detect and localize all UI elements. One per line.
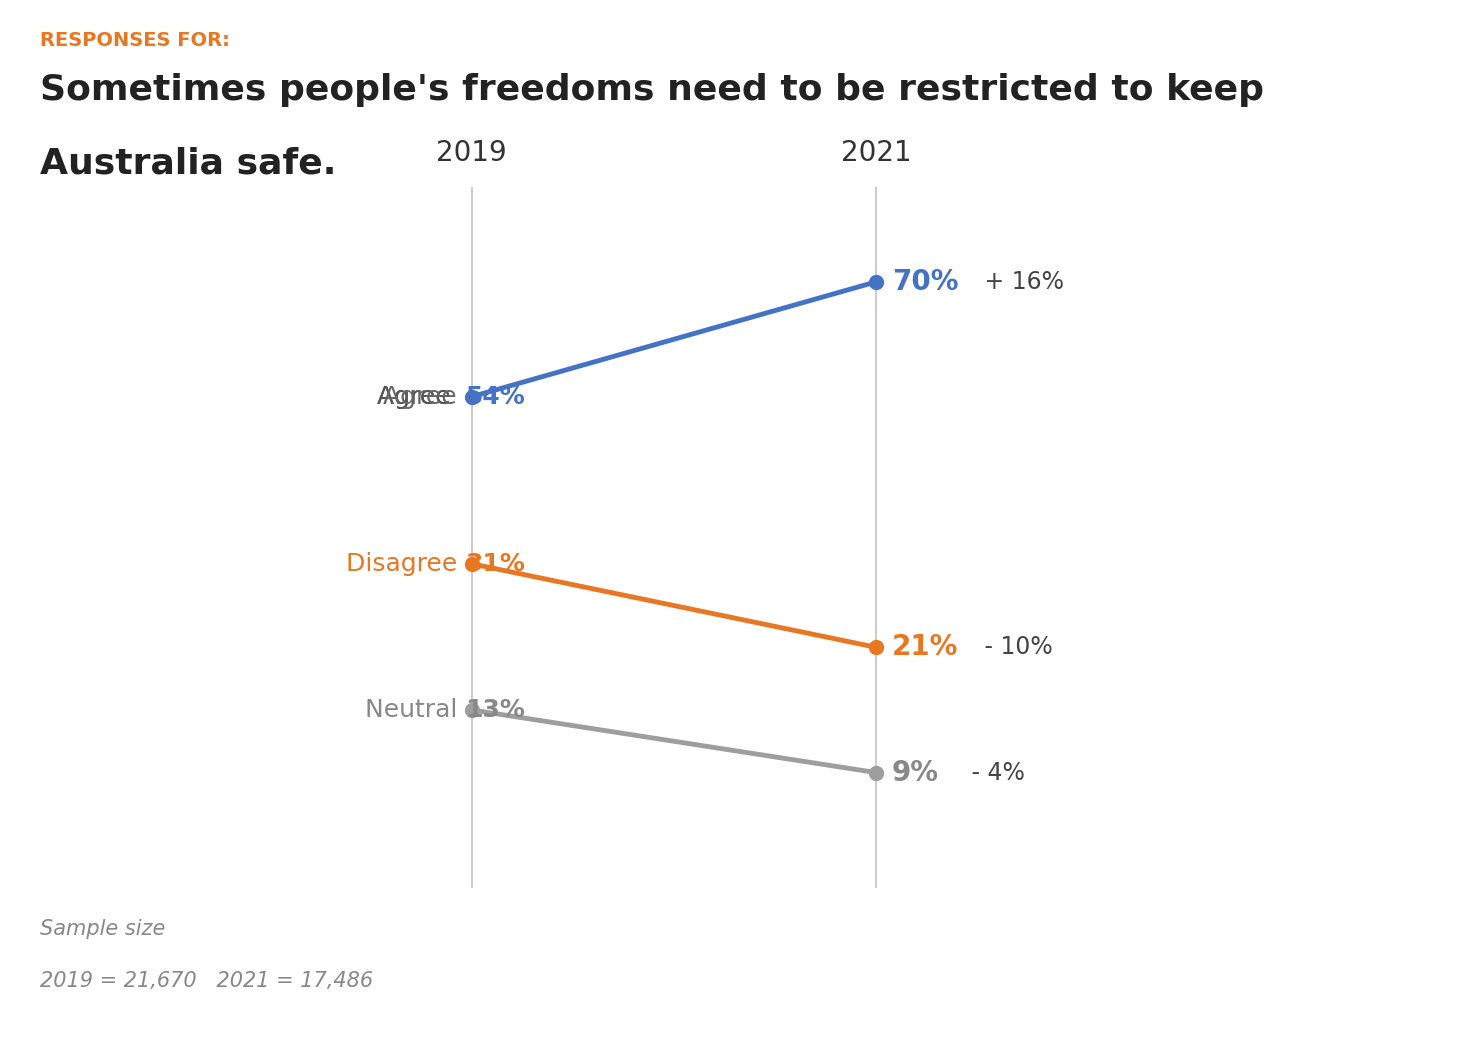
Text: 31%: 31%	[465, 552, 524, 575]
Text: 54%: 54%	[465, 385, 524, 408]
Text: 2019 = 21,670   2021 = 17,486: 2019 = 21,670 2021 = 17,486	[41, 971, 373, 991]
Text: Sometimes people's freedoms need to be restricted to keep: Sometimes people's freedoms need to be r…	[41, 73, 1264, 108]
Text: 2019: 2019	[436, 139, 506, 167]
Text: 9%: 9%	[893, 759, 940, 786]
Text: Disagree: Disagree	[345, 552, 465, 575]
Text: 2021: 2021	[841, 139, 912, 167]
Text: - 4%: - 4%	[963, 761, 1025, 784]
Text: Agree: Agree	[377, 385, 458, 408]
Text: - 10%: - 10%	[978, 636, 1053, 659]
Text: Australia safe.: Australia safe.	[41, 146, 336, 181]
Text: Agree: Agree	[383, 385, 465, 408]
Text: + 16%: + 16%	[978, 270, 1064, 293]
Text: RESPONSES FOR:: RESPONSES FOR:	[41, 31, 230, 50]
Text: 13%: 13%	[465, 698, 524, 721]
Text: Sample size: Sample size	[41, 919, 166, 939]
Text: Agree: Agree	[377, 385, 458, 408]
Text: 21%: 21%	[893, 634, 959, 661]
Text: Neutral: Neutral	[364, 698, 465, 721]
Text: 70%: 70%	[893, 268, 959, 295]
